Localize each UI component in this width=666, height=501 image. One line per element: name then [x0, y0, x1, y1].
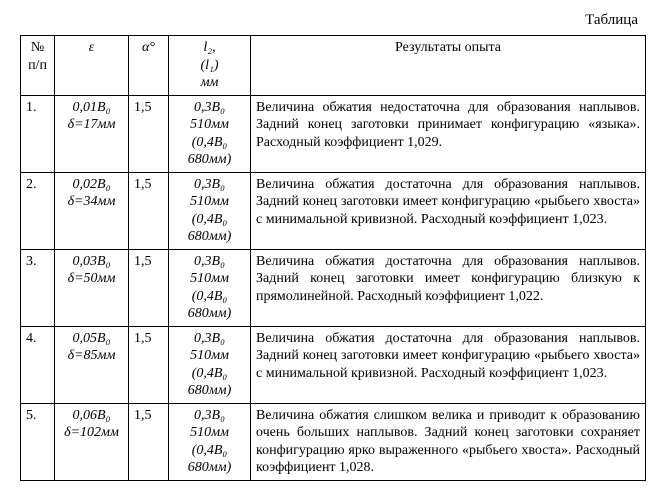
col-header-results: Результаты опыта	[251, 36, 646, 96]
cell-result: Величина обжатия достаточна для образова…	[251, 172, 646, 249]
cell-eps: 0,01B₀ δ=17мм	[55, 95, 129, 172]
col-header-l: l₂, (l₁) мм	[169, 36, 251, 96]
table-row: 4. 0,05B₀ δ=85мм 1,5 0,3B₀ 510мм (0,4B₀ …	[21, 326, 646, 403]
cell-num: 1.	[21, 95, 55, 172]
table-row: 5. 0,06B₀ δ=102мм 1,5 0,3B₀ 510мм (0,4B₀…	[21, 403, 646, 480]
alpha-symbol: α°	[142, 40, 155, 55]
table-row: 1. 0,01B₀ δ=17мм 1,5 0,3B₀ 510мм (0,4B₀ …	[21, 95, 646, 172]
eps-symbol: ε	[89, 40, 95, 55]
l-val4: 680мм)	[188, 383, 232, 398]
l-val1: 0,3B₀	[194, 408, 225, 423]
mm-label: мм	[201, 75, 219, 90]
cell-eps: 0,03B₀ δ=50мм	[55, 249, 129, 326]
cell-l: 0,3B₀ 510мм (0,4B₀ 680мм)	[169, 249, 251, 326]
cell-result: Величина обжатия достаточна для образова…	[251, 326, 646, 403]
results-table: № п/п ε α° l₂, (l₁) мм Результаты опыта …	[20, 35, 646, 481]
cell-eps: 0,02B₀ δ=34мм	[55, 172, 129, 249]
cell-l: 0,3B₀ 510мм (0,4B₀ 680мм)	[169, 403, 251, 480]
cell-alpha: 1,5	[129, 326, 169, 403]
eps-val: 0,01B₀	[73, 100, 111, 115]
delta-val: δ=34мм	[68, 194, 116, 209]
l-val3: (0,4B₀	[192, 212, 228, 227]
cell-alpha: 1,5	[129, 249, 169, 326]
l-val4: 680мм)	[188, 306, 232, 321]
l-val2: 510мм	[190, 117, 229, 132]
l-val1: 0,3B₀	[194, 177, 225, 192]
l-val2: 510мм	[190, 348, 229, 363]
table-caption: Таблица	[20, 12, 638, 29]
cell-eps: 0,05B₀ δ=85мм	[55, 326, 129, 403]
l-val1: 0,3B₀	[194, 331, 225, 346]
table-header-row: № п/п ε α° l₂, (l₁) мм Результаты опыта	[21, 36, 646, 96]
cell-alpha: 1,5	[129, 172, 169, 249]
col-header-alpha: α°	[129, 36, 169, 96]
cell-num: 5.	[21, 403, 55, 480]
cell-num: 3.	[21, 249, 55, 326]
l-val4: 680мм)	[188, 229, 232, 244]
table-body: 1. 0,01B₀ δ=17мм 1,5 0,3B₀ 510мм (0,4B₀ …	[21, 95, 646, 480]
cell-result: Величина обжатия слишком велика и привод…	[251, 403, 646, 480]
eps-val: 0,06B₀	[73, 408, 111, 423]
table-row: 3. 0,03B₀ δ=50мм 1,5 0,3B₀ 510мм (0,4B₀ …	[21, 249, 646, 326]
eps-val: 0,05B₀	[73, 331, 111, 346]
l1-label: (l₁)	[200, 58, 218, 73]
l-val3: (0,4B₀	[192, 135, 228, 150]
cell-num: 4.	[21, 326, 55, 403]
l-val2: 510мм	[190, 194, 229, 209]
table-row: 2. 0,02B₀ δ=34мм 1,5 0,3B₀ 510мм (0,4B₀ …	[21, 172, 646, 249]
delta-val: δ=50мм	[68, 271, 116, 286]
l-val4: 680мм)	[188, 460, 232, 475]
l2-label: l₂,	[203, 40, 215, 55]
l-val2: 510мм	[190, 271, 229, 286]
eps-val: 0,03B₀	[73, 254, 111, 269]
cell-num: 2.	[21, 172, 55, 249]
cell-eps: 0,06B₀ δ=102мм	[55, 403, 129, 480]
cell-result: Величина обжатия недостаточна для образо…	[251, 95, 646, 172]
col-header-eps: ε	[55, 36, 129, 96]
eps-val: 0,02B₀	[73, 177, 111, 192]
cell-l: 0,3B₀ 510мм (0,4B₀ 680мм)	[169, 95, 251, 172]
l-val3: (0,4B₀	[192, 443, 228, 458]
l-val2: 510мм	[190, 425, 229, 440]
l-val1: 0,3B₀	[194, 100, 225, 115]
delta-val: δ=85мм	[68, 348, 116, 363]
l-val3: (0,4B₀	[192, 289, 228, 304]
l-val4: 680мм)	[188, 152, 232, 167]
cell-alpha: 1,5	[129, 403, 169, 480]
l-val3: (0,4B₀	[192, 366, 228, 381]
col-header-num: № п/п	[21, 36, 55, 96]
cell-result: Величина обжатия достаточна для образова…	[251, 249, 646, 326]
cell-alpha: 1,5	[129, 95, 169, 172]
l-val1: 0,3B₀	[194, 254, 225, 269]
delta-val: δ=17мм	[68, 117, 116, 132]
cell-l: 0,3B₀ 510мм (0,4B₀ 680мм)	[169, 326, 251, 403]
delta-val: δ=102мм	[64, 425, 119, 440]
cell-l: 0,3B₀ 510мм (0,4B₀ 680мм)	[169, 172, 251, 249]
